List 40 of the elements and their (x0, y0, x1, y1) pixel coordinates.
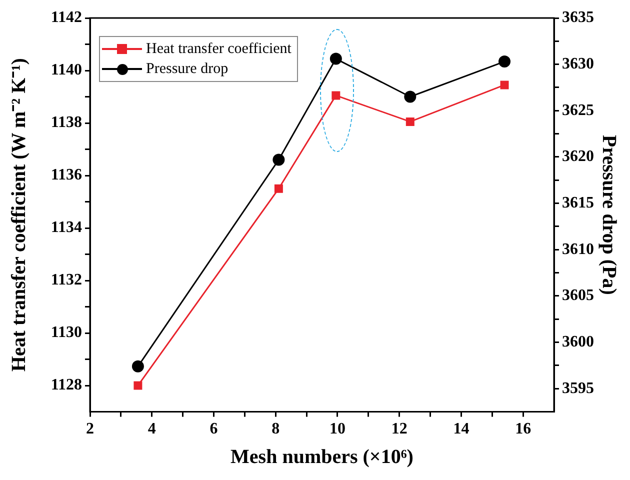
x-tick-label: 8 (272, 420, 280, 438)
y-tick-label: 1138 (50, 114, 82, 132)
point (330, 52, 342, 65)
point (406, 117, 414, 126)
x-tick-label: 6 (210, 420, 218, 438)
point (498, 56, 511, 68)
y-tick-label: 1142 (50, 9, 82, 26)
x-axis-title: Mesh numbers (×10⁶) (230, 446, 414, 468)
y2-tick-label: 3625 (562, 102, 594, 119)
y2-tick-label: 3615 (562, 194, 594, 212)
y-tick-label: 1130 (50, 324, 82, 342)
y-tick-label: 1134 (50, 219, 82, 236)
y-tick-label: 1128 (50, 376, 82, 394)
legend-label: Heat transfer coefficient (146, 40, 292, 58)
x-tick-label: 12 (391, 420, 408, 438)
y2-axis-title: Pressure drop (Pa) (598, 134, 620, 295)
y-tick-label: 1132 (50, 272, 82, 289)
point (132, 360, 144, 372)
y2-tick-label: 3610 (562, 240, 594, 258)
point (332, 91, 340, 100)
y2-tick-label: 3600 (562, 333, 594, 350)
y2-tick-label: 3630 (562, 55, 594, 72)
x-tick-label: 10 (329, 420, 346, 438)
y2-tick-label: 3595 (562, 380, 594, 397)
y2-tick-label: 3620 (562, 148, 594, 166)
x-tick-label: 2 (86, 420, 94, 438)
y-tick-label: 1140 (50, 62, 82, 79)
point (500, 80, 509, 90)
y2-tick-label: 3635 (562, 9, 594, 26)
point (404, 90, 416, 103)
point (274, 184, 283, 193)
legend-label: Pressure drop (146, 60, 228, 78)
x-tick-label: 4 (148, 420, 156, 438)
point (272, 154, 285, 166)
y2-tick-label: 3605 (562, 287, 594, 304)
y-tick-label: 1136 (50, 166, 82, 184)
x-tick-label: 14 (453, 420, 470, 438)
x-tick-label: 16 (515, 420, 532, 438)
point (134, 381, 142, 390)
y-axis-title: Heat transfer coefficient (W m⁻² K⁻¹) (8, 58, 30, 372)
